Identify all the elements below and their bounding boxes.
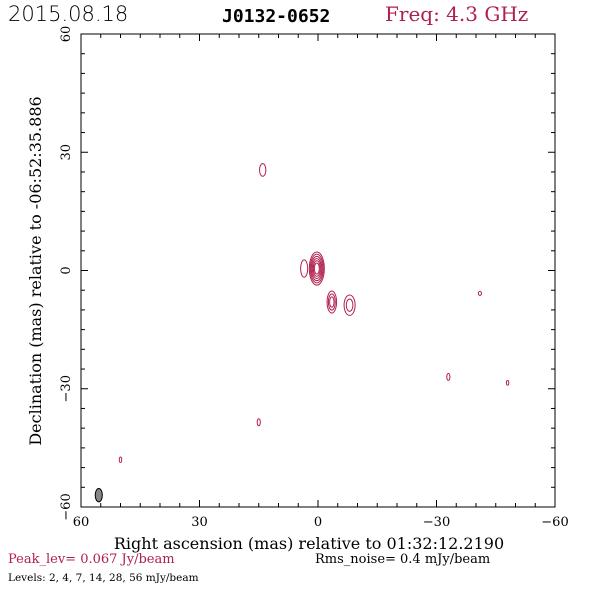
contour-level xyxy=(505,379,510,386)
contour-level xyxy=(345,298,354,312)
contour-level xyxy=(310,255,323,282)
y-tick-label: −60 xyxy=(59,493,74,520)
x-tick-label: 60 xyxy=(73,515,90,530)
contour-level xyxy=(343,294,356,316)
contour-level xyxy=(118,456,123,463)
contour-level xyxy=(327,293,336,311)
rms-noise: Rms_noise= 0.4 mJy/beam xyxy=(315,552,491,567)
contour-component xyxy=(256,418,261,427)
contour-component xyxy=(308,251,325,286)
contour-level xyxy=(308,251,325,286)
contour-level xyxy=(313,262,320,275)
beam-ellipse xyxy=(94,487,103,503)
contour-level xyxy=(311,258,322,279)
contour-component xyxy=(300,259,309,278)
x-axis-label: Right ascension (mas) relative to 01:32:… xyxy=(114,534,504,553)
contour-level xyxy=(309,253,324,284)
y-axis-label: Declination (mas) relative to -06:52:35.… xyxy=(26,96,45,445)
axis-ticks: 60 30 0 −30 −60 −60 −30 0 30 60 xyxy=(59,26,569,530)
source-name: J0132-0652 xyxy=(222,6,331,27)
y-tick-label: −30 xyxy=(59,375,74,402)
contour-level xyxy=(300,259,309,278)
contour-level xyxy=(256,418,261,427)
contour-layer xyxy=(94,163,510,503)
y-tick-label: 60 xyxy=(59,26,74,43)
contour-component xyxy=(343,294,356,316)
x-tick-label: 30 xyxy=(191,515,208,530)
contour-level xyxy=(259,163,267,177)
contour-level xyxy=(326,290,338,314)
x-tick-label: −60 xyxy=(541,515,568,530)
contour-component xyxy=(446,372,451,381)
contour-level xyxy=(329,296,335,308)
contour-component xyxy=(259,163,267,177)
y-tick-label: 0 xyxy=(59,266,74,274)
contour-level xyxy=(477,290,483,296)
frequency-label: Freq: 4.3 GHz xyxy=(385,2,529,26)
contour-levels: Levels: 2, 4, 7, 14, 28, 56 mJy/beam xyxy=(8,572,199,584)
peak-level: Peak_lev= 0.067 Jy/beam xyxy=(8,552,175,567)
contour-component xyxy=(326,290,338,314)
contour-component xyxy=(477,290,483,296)
plot-border xyxy=(80,33,556,508)
contour-level xyxy=(312,260,321,277)
contour-component xyxy=(118,456,123,463)
x-tick-label: 0 xyxy=(314,515,322,530)
y-tick-label: 30 xyxy=(59,144,74,161)
contour-level xyxy=(446,372,451,381)
contour-component xyxy=(505,379,510,386)
x-tick-label: −30 xyxy=(423,515,450,530)
observation-date: 2015.08.18 xyxy=(8,2,129,26)
plot-frame xyxy=(80,33,556,508)
